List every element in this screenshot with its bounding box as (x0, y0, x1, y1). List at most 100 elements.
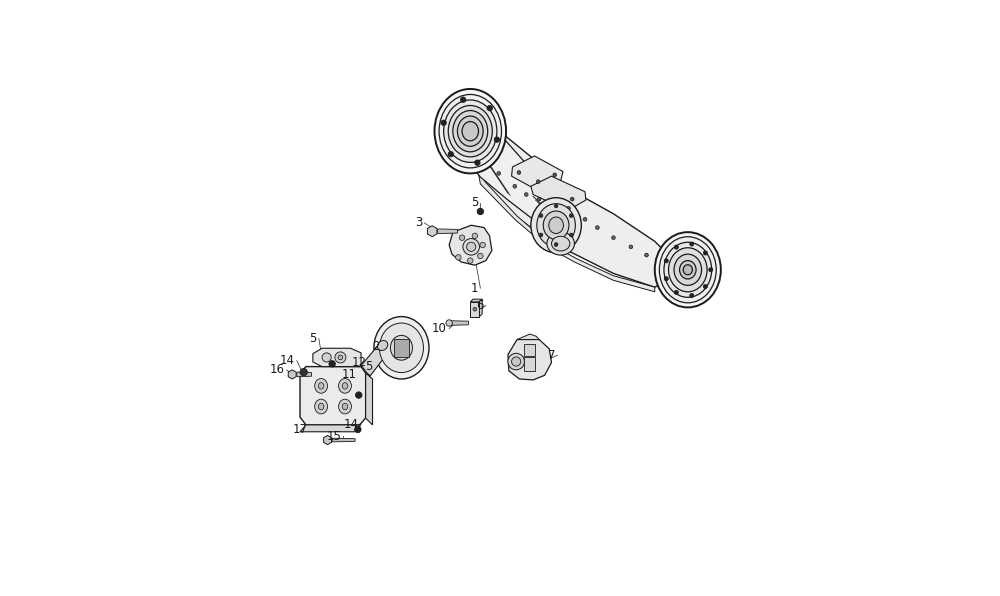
Circle shape (456, 254, 461, 260)
Text: 10: 10 (432, 322, 447, 335)
Ellipse shape (669, 248, 707, 292)
Circle shape (674, 290, 678, 294)
Circle shape (596, 226, 599, 229)
Ellipse shape (547, 232, 574, 255)
Circle shape (329, 361, 335, 367)
Polygon shape (464, 117, 671, 287)
Ellipse shape (377, 340, 388, 350)
Ellipse shape (659, 237, 716, 303)
Circle shape (473, 308, 477, 311)
Ellipse shape (552, 236, 570, 251)
Circle shape (674, 245, 678, 249)
Ellipse shape (655, 232, 721, 308)
Text: 5: 5 (365, 360, 373, 373)
Polygon shape (479, 299, 482, 316)
Circle shape (494, 137, 500, 142)
Circle shape (322, 353, 331, 362)
Circle shape (536, 180, 540, 184)
Ellipse shape (342, 403, 348, 409)
Ellipse shape (318, 403, 324, 409)
Circle shape (524, 193, 528, 196)
Ellipse shape (342, 383, 348, 389)
Text: 7: 7 (548, 349, 555, 362)
Circle shape (645, 253, 648, 257)
Polygon shape (427, 226, 437, 237)
Polygon shape (470, 299, 482, 302)
Polygon shape (361, 342, 387, 376)
Ellipse shape (457, 116, 483, 147)
Circle shape (468, 258, 473, 263)
Circle shape (446, 320, 452, 326)
Circle shape (612, 236, 615, 240)
Text: 2: 2 (372, 340, 379, 353)
Circle shape (300, 368, 307, 376)
Circle shape (690, 242, 694, 246)
Ellipse shape (318, 383, 324, 389)
Circle shape (513, 184, 517, 188)
Ellipse shape (390, 336, 412, 360)
Circle shape (478, 253, 483, 259)
Polygon shape (449, 225, 492, 265)
Text: 1: 1 (471, 282, 478, 294)
Circle shape (554, 205, 558, 209)
Polygon shape (512, 156, 563, 192)
Ellipse shape (549, 217, 563, 234)
Polygon shape (524, 357, 535, 371)
Ellipse shape (439, 94, 501, 168)
Circle shape (477, 208, 484, 215)
Ellipse shape (674, 254, 702, 285)
Text: 5: 5 (471, 196, 478, 209)
Polygon shape (531, 176, 586, 210)
Text: 6: 6 (476, 299, 484, 312)
Ellipse shape (315, 378, 328, 393)
Circle shape (517, 170, 521, 174)
Circle shape (703, 251, 707, 255)
Ellipse shape (379, 323, 423, 372)
Circle shape (475, 160, 480, 166)
Circle shape (508, 353, 524, 370)
Circle shape (554, 204, 558, 208)
Circle shape (709, 268, 713, 272)
Circle shape (690, 293, 694, 297)
Circle shape (539, 214, 543, 218)
Text: 11: 11 (341, 368, 356, 381)
Circle shape (537, 197, 541, 201)
Polygon shape (472, 134, 655, 292)
Polygon shape (297, 372, 311, 377)
Polygon shape (313, 348, 361, 367)
Text: 17: 17 (292, 423, 307, 436)
Circle shape (553, 173, 557, 176)
Text: 5: 5 (309, 332, 317, 345)
Circle shape (539, 233, 543, 237)
Circle shape (567, 206, 570, 210)
Circle shape (664, 259, 668, 263)
Text: 12: 12 (352, 356, 367, 370)
Circle shape (570, 197, 574, 201)
Circle shape (487, 105, 493, 111)
Polygon shape (394, 339, 409, 357)
Circle shape (355, 426, 361, 433)
Polygon shape (517, 334, 539, 340)
Text: 14: 14 (344, 418, 359, 432)
Circle shape (480, 242, 485, 248)
Text: 3: 3 (415, 216, 422, 229)
Polygon shape (288, 370, 296, 379)
Polygon shape (508, 340, 552, 380)
Circle shape (472, 233, 478, 238)
Circle shape (629, 245, 633, 249)
Circle shape (512, 357, 521, 366)
Circle shape (467, 242, 476, 252)
Ellipse shape (453, 110, 488, 152)
Circle shape (448, 151, 454, 157)
Ellipse shape (444, 100, 497, 162)
Circle shape (583, 218, 587, 221)
Polygon shape (524, 344, 535, 356)
Circle shape (335, 352, 346, 363)
Ellipse shape (434, 89, 506, 173)
Ellipse shape (339, 378, 351, 393)
Ellipse shape (374, 316, 429, 379)
Ellipse shape (462, 122, 479, 141)
Text: 14: 14 (280, 354, 295, 367)
Polygon shape (470, 302, 479, 316)
Ellipse shape (448, 105, 492, 157)
